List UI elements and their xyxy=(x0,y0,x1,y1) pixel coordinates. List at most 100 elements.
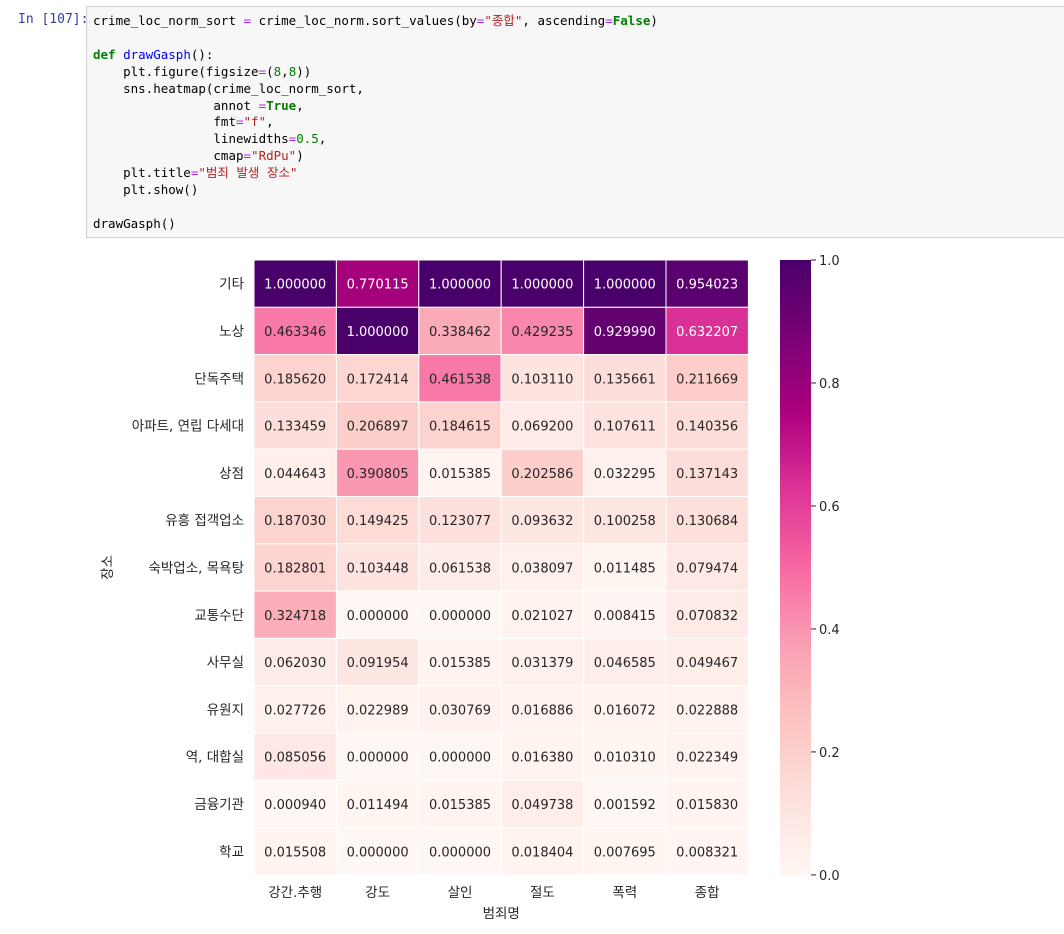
heatmap-cell xyxy=(583,827,667,876)
heatmap-cell xyxy=(418,637,502,687)
code-token: = xyxy=(605,13,613,28)
cell-value-label: 0.000000 xyxy=(347,751,409,766)
cell-value-label: 0.137143 xyxy=(676,467,738,482)
heatmap-cell xyxy=(253,827,337,876)
code-token: )) xyxy=(296,63,312,79)
cell-value-label: 0.103448 xyxy=(347,561,409,576)
heatmap-figure: 1.000000 0.770115 1.000000 1.000000 1.000000… xyxy=(100,254,840,922)
code-token: = xyxy=(288,131,297,147)
row-tick-label: 상점 xyxy=(219,466,244,482)
cell-value-label: 0.093632 xyxy=(511,514,573,529)
cell-value-label: 0.046585 xyxy=(594,656,656,671)
colorbar-tick-label: 0.6 xyxy=(819,500,840,515)
heatmap-cell xyxy=(500,637,585,687)
heatmap-cell xyxy=(335,543,420,592)
heatmap-cell xyxy=(418,827,502,876)
cell-value-label: 0.103110 xyxy=(511,372,573,387)
cell-value-label: 0.044643 xyxy=(264,467,326,482)
cell-value-label: 0.007695 xyxy=(594,845,656,860)
cell-value-label: 0.324718 xyxy=(264,609,326,624)
cell-value-label: 0.008321 xyxy=(676,845,738,860)
column-tick-label: 종합 xyxy=(695,885,720,901)
code-token: = xyxy=(190,165,199,181)
cell-value-label: 0.390805 xyxy=(347,467,409,482)
code-token: , xyxy=(281,63,289,79)
cell-value-label: 0.954023 xyxy=(676,278,738,293)
code-text[interactable]: crime_loc_norm_sort = crime_loc_norm.sor… xyxy=(87,7,1064,239)
cell-value-label: 0.049467 xyxy=(676,656,738,671)
cell-value-label: 0.133459 xyxy=(264,420,326,435)
heatmap-cell xyxy=(583,732,667,781)
cell-value-label: 0.015385 xyxy=(429,467,491,482)
heatmap-cell xyxy=(500,496,585,545)
code-token: cmap xyxy=(93,148,244,164)
row-tick-label: 숙박업소, 목욕탕 xyxy=(148,560,244,576)
code-cell-input[interactable]: crime_loc_norm_sort = crime_loc_norm.sor… xyxy=(86,6,1064,238)
code-token: "범죄 발생 장소" xyxy=(198,165,298,181)
row-tick-label: 학교 xyxy=(219,844,244,860)
heatmap-cell xyxy=(335,732,420,781)
row-tick-label: 단독주택 xyxy=(194,371,244,387)
cell-value-label: 0.011485 xyxy=(594,561,656,576)
cell-value-label: 0.085056 xyxy=(264,751,326,766)
cell-value-label: 0.049738 xyxy=(511,798,573,813)
cell-value-label: 0.130684 xyxy=(676,514,738,529)
code-token: (): xyxy=(190,46,214,62)
code-token: 8 xyxy=(273,63,282,79)
code-token: "종합" xyxy=(484,13,523,28)
code-token: , ascending xyxy=(522,13,606,28)
cell-value-label: 0.079474 xyxy=(676,561,738,576)
colorbar-tick-label: 0.2 xyxy=(819,746,840,761)
heatmap-cell xyxy=(665,306,749,356)
heatmap-cell xyxy=(253,732,337,781)
code-token: "f" xyxy=(243,114,267,130)
heatmap-cell xyxy=(418,732,502,781)
heatmap-cell xyxy=(583,779,667,829)
cell-value-label: 0.018404 xyxy=(511,845,573,860)
code-token: = xyxy=(243,13,252,28)
heatmap-cell xyxy=(500,732,585,781)
code-token: True xyxy=(266,97,297,113)
cell-value-label: 0.185620 xyxy=(264,372,326,387)
cell-value-label: 0.000940 xyxy=(264,798,326,813)
code-token: 8 xyxy=(288,63,297,79)
heatmap-cell xyxy=(665,259,749,308)
heatmap-cell xyxy=(253,401,337,450)
heatmap-cell xyxy=(583,448,667,497)
cell-prompt: In [107]: xyxy=(18,12,89,27)
column-tick-label: 절도 xyxy=(530,885,555,901)
cell-value-label: 0.000000 xyxy=(429,751,491,766)
heatmap-cell xyxy=(500,685,585,734)
cell-value-label: 0.030769 xyxy=(429,703,491,718)
colorbar-tick-label: 0.0 xyxy=(819,869,840,884)
code-token: ( xyxy=(266,63,274,79)
heatmap-cell xyxy=(335,827,420,876)
row-tick-label: 노상 xyxy=(219,324,244,340)
code-token: ) xyxy=(650,13,658,28)
heatmap-cell xyxy=(335,590,420,639)
heatmap-cell xyxy=(583,543,667,592)
cell-value-label: 0.429235 xyxy=(511,325,573,340)
cell-value-label: 1.000000 xyxy=(594,278,656,293)
cell-value-label: 0.061538 xyxy=(429,561,491,576)
code-token: plt.title xyxy=(93,165,191,181)
heatmap-cell xyxy=(583,259,667,308)
code-token: annot xyxy=(93,97,259,113)
cell-value-label: 0.022888 xyxy=(676,703,738,718)
colorbar-tick-label: 0.4 xyxy=(819,623,840,638)
heatmap-cell xyxy=(253,590,337,639)
heatmap-cell xyxy=(583,637,667,687)
cell-value-label: 0.011494 xyxy=(347,798,409,813)
cell-value-label: 0.021027 xyxy=(511,609,573,624)
cell-value-label: 0.062030 xyxy=(264,656,326,671)
heatmap-cell xyxy=(418,779,502,829)
column-tick-label: 살인 xyxy=(448,885,473,901)
heatmap-cell xyxy=(253,685,337,734)
code-token xyxy=(116,47,124,62)
heatmap-cell xyxy=(665,401,749,450)
cell-value-label: 0.015385 xyxy=(429,656,491,671)
cell-value-label: 0.000000 xyxy=(429,609,491,624)
cell-value-label: 0.206897 xyxy=(347,420,409,435)
heatmap-cell xyxy=(665,543,749,592)
code-token: = xyxy=(258,97,267,113)
